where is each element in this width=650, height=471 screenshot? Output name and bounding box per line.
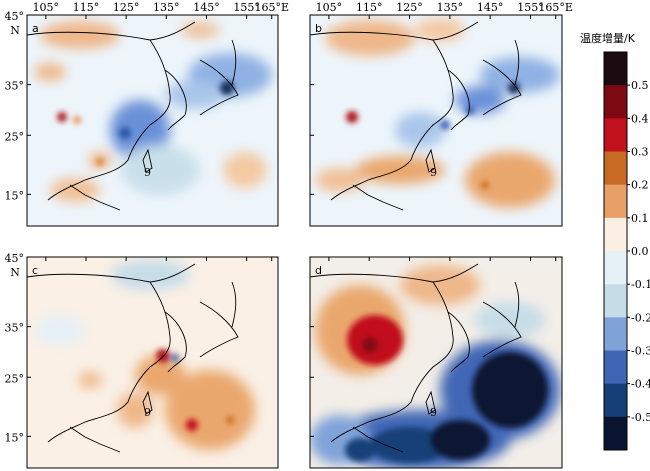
- panel-b-map: b 9: [309, 14, 563, 227]
- x-tick-label: 145°: [477, 1, 504, 14]
- panel-d-frame: [309, 256, 563, 469]
- colorbar-tick-label: 0.2: [631, 179, 649, 192]
- panel-c-coastline: [27, 263, 239, 453]
- colorbar-tick-label: -0.5: [631, 411, 650, 424]
- panel-a-field: [34, 21, 272, 202]
- colorbar-swatch: [604, 416, 627, 451]
- x-tick-label: 135°: [153, 1, 180, 14]
- colorbar-tick-label: -0.2: [631, 311, 650, 324]
- colorbar-tick-label: 0.3: [631, 146, 649, 159]
- panel-c-frame: [26, 256, 279, 469]
- x-tick-label: 165°E: [254, 1, 289, 14]
- colorbar-swatch: [604, 350, 627, 385]
- panel-a-typhoon-symbol: 9: [144, 166, 151, 179]
- x-tick-label: 135°: [437, 1, 464, 14]
- colorbar-tick-label: -0.1: [631, 278, 650, 291]
- x-tick-label: 155°: [517, 1, 544, 14]
- y-tick-label: 25°: [5, 372, 25, 385]
- panel-a-letter: a: [32, 22, 39, 35]
- colorbar-swatch: [604, 151, 627, 186]
- colorbar-tick-label: -0.4: [631, 378, 650, 391]
- x-tick-label: 115°: [73, 1, 100, 14]
- panel-b-coastline: [310, 21, 522, 211]
- colorbar-title: 温度增量/K: [580, 31, 636, 45]
- colorbar-swatch: [604, 217, 627, 252]
- panel-c-map: c 9: [26, 256, 279, 469]
- colorbar-swatches: [604, 52, 627, 451]
- x-tick-label: 105°: [316, 1, 343, 14]
- panel-d-letter: d: [315, 264, 322, 277]
- panel-c-letter: c: [32, 264, 38, 277]
- y-tick-label: 35°: [5, 322, 25, 335]
- y-tick-label: 25°: [5, 130, 25, 143]
- y-axis-letter: N: [10, 266, 20, 279]
- colorbar-labels: 0.5 0.4 0.3 0.2 0.1 0.0 -0.1 -0.2 -0.3 -0.4 -0.5: [627, 79, 650, 424]
- y-tick-label: 15°: [5, 189, 25, 202]
- colorbar-swatch: [604, 383, 627, 418]
- x-tick-label: 165°E: [538, 1, 573, 14]
- y-tick-label: 45°: [5, 10, 25, 23]
- x-tick-label: 155°: [233, 1, 260, 14]
- y-tick-label: 45°: [5, 252, 25, 265]
- colorbar-swatch: [604, 251, 627, 285]
- x-tick-label: 105°: [33, 1, 60, 14]
- colorbar: 温度增量/K 0.5 0.4 0.3 0.2 0.1 0.0 -0.1 -0.2 -0.3 -0.…: [580, 31, 650, 451]
- panel-b-letter: b: [315, 22, 322, 35]
- colorbar-swatch: [604, 118, 627, 152]
- panel-b-frame: [309, 14, 563, 227]
- panel-a-coastline: [27, 21, 239, 211]
- colorbar-tick-label: 0.5: [631, 79, 649, 92]
- colorbar-swatch: [604, 52, 627, 86]
- colorbar-swatch: [604, 317, 627, 351]
- x-tick-label: 125°: [396, 1, 423, 14]
- axes-layer: 105° 115° 125° 135° 145° 155°165°E45°35°25°15…: [5, 1, 573, 444]
- x-tick-label: 145°: [193, 1, 220, 14]
- colorbar-tick-label: 0.0: [631, 245, 649, 258]
- x-tick-label: 125°: [113, 1, 140, 14]
- colorbar-swatch: [604, 85, 627, 119]
- colorbar-tick-label: 0.4: [631, 112, 649, 125]
- panel-d-typhoon-symbol: 9: [430, 406, 437, 419]
- panel-d-map: d 9: [309, 256, 563, 469]
- panel-b-typhoon-symbol: 9: [430, 166, 437, 179]
- panel-a-map: a 9: [26, 14, 279, 227]
- colorbar-swatch: [604, 284, 627, 318]
- y-axis-letter: N: [10, 24, 20, 37]
- colorbar-tick-label: 0.1: [631, 212, 649, 225]
- panel-d-coastline: [310, 263, 522, 453]
- panel-a-frame: [26, 14, 279, 227]
- y-tick-label: 35°: [5, 80, 25, 93]
- colorbar-tick-label: -0.3: [631, 345, 650, 358]
- x-tick-label: 115°: [356, 1, 383, 14]
- y-tick-label: 15°: [5, 431, 25, 444]
- panel-c-typhoon-symbol: 9: [144, 406, 151, 419]
- colorbar-swatch: [604, 184, 627, 219]
